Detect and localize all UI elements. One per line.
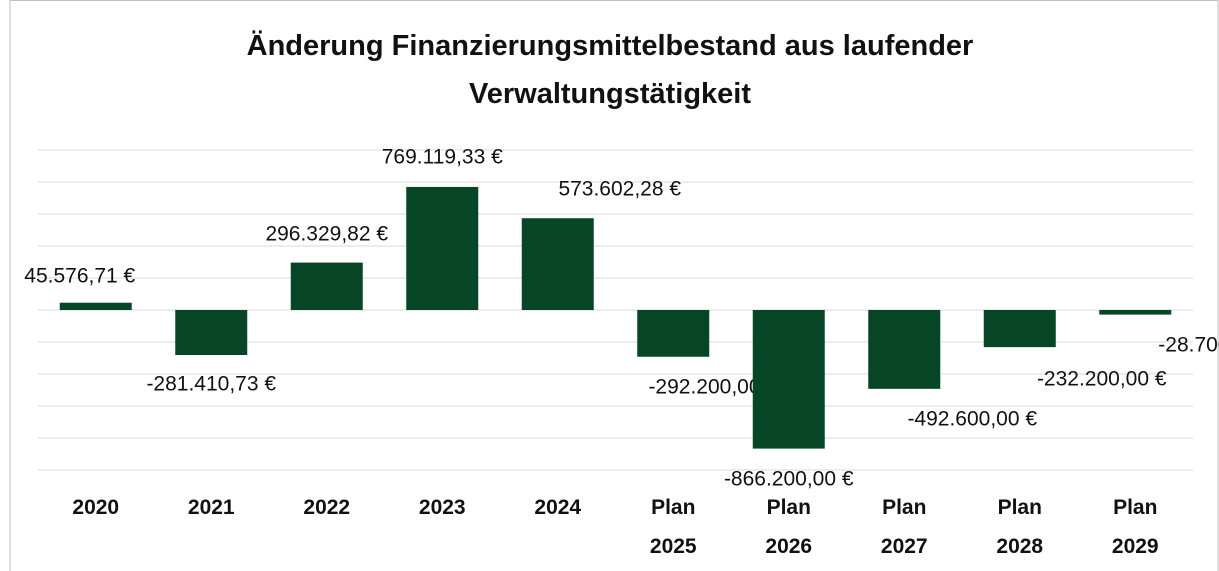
data-label: -492.600,00 € (907, 408, 1037, 431)
x-tick-label: Plan 2026 (765, 496, 813, 558)
x-tick-label: Plan 2028 (996, 496, 1044, 558)
bar (868, 310, 941, 389)
x-tick-label: 2024 (534, 496, 582, 519)
bar (1099, 310, 1172, 315)
data-label: 573.602,28 € (558, 178, 681, 201)
bar (983, 310, 1056, 348)
x-tick-label: Plan 2029 (1111, 496, 1159, 558)
bar (752, 310, 825, 449)
x-tick-label: 2023 (418, 496, 466, 519)
x-tick-label: Plan 2025 (649, 496, 697, 558)
data-label: 296.329,82 € (265, 223, 388, 246)
bar (59, 302, 132, 310)
data-label: -232.200,00 € (1037, 368, 1167, 391)
bar (406, 186, 479, 310)
bar (637, 310, 710, 357)
chart-border (9, 0, 1219, 571)
chart-title: Änderung Finanzierungsmittelbestand aus … (246, 30, 974, 110)
data-label: -281.410,73 € (146, 373, 276, 396)
x-tick-label: 2022 (303, 496, 351, 519)
title-box: Änderung Finanzierungsmittelbestand aus … (246, 30, 974, 110)
bar (175, 310, 248, 356)
bar (290, 262, 363, 310)
data-label: -866.200,00 € (724, 468, 854, 491)
data-label: -292.200,00 € (648, 376, 778, 399)
bar (521, 218, 594, 310)
x-tick-label: 2020 (72, 496, 120, 519)
x-tick-label: 2021 (187, 496, 235, 519)
x-tick-label: Plan 2027 (880, 496, 928, 558)
data-label: 45.576,71 € (24, 265, 135, 288)
data-label: -28.700,00 € (1158, 334, 1219, 357)
data-label: 769.119,33 € (382, 146, 503, 169)
